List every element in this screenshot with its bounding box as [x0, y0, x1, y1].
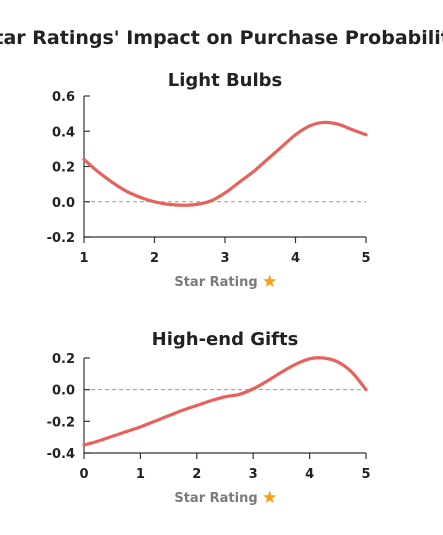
x-tick-label: 2: [150, 251, 159, 266]
x-tick-label: 5: [361, 467, 370, 482]
y-tick-label: -0.4: [47, 447, 75, 462]
figure-title: Star Ratings' Impact on Purchase Probabi…: [0, 27, 443, 49]
x-tick-label: 0: [79, 467, 88, 482]
star-icon: [263, 490, 277, 503]
x-tick-label: 4: [291, 251, 300, 266]
y-tick-label: 0.6: [52, 90, 75, 105]
x-tick-label: 5: [361, 251, 370, 266]
x-axis-label: Star Rating: [174, 491, 257, 506]
x-tick-label: 4: [305, 467, 314, 482]
chart-title: High-end Gifts: [152, 329, 299, 350]
x-tick-label: 3: [249, 467, 258, 482]
chart-title: Light Bulbs: [168, 70, 283, 91]
y-tick-label: 0.4: [52, 125, 75, 140]
y-tick-label: 0.0: [52, 384, 75, 399]
y-tick-label: -0.2: [47, 415, 75, 430]
series-line: [82, 356, 368, 447]
x-axis-label: Star Rating: [174, 275, 257, 290]
x-tick-label: 3: [220, 251, 229, 266]
y-tick-label: 0.2: [52, 161, 75, 176]
x-tick-label: 1: [79, 251, 88, 266]
x-tick-label: 2: [192, 467, 201, 482]
chart-panel-light-bulbs: Light Bulbs -0.2 0.0 0.2 0.4 0.6 1 2 3 4 5 Star Rat…: [47, 70, 371, 290]
y-tick-label: -0.2: [47, 231, 75, 246]
chart-panel-high-end-gifts: High-end Gifts -0.4 -0.2 0.0 0.2 0 1 2 3 4 5 Star R…: [47, 329, 371, 506]
x-tick-label: 1: [136, 467, 145, 482]
y-tick-label: 0.0: [52, 196, 75, 211]
series-line: [82, 120, 368, 207]
y-tick-label: 0.2: [52, 352, 75, 367]
star-icon: [263, 274, 277, 287]
